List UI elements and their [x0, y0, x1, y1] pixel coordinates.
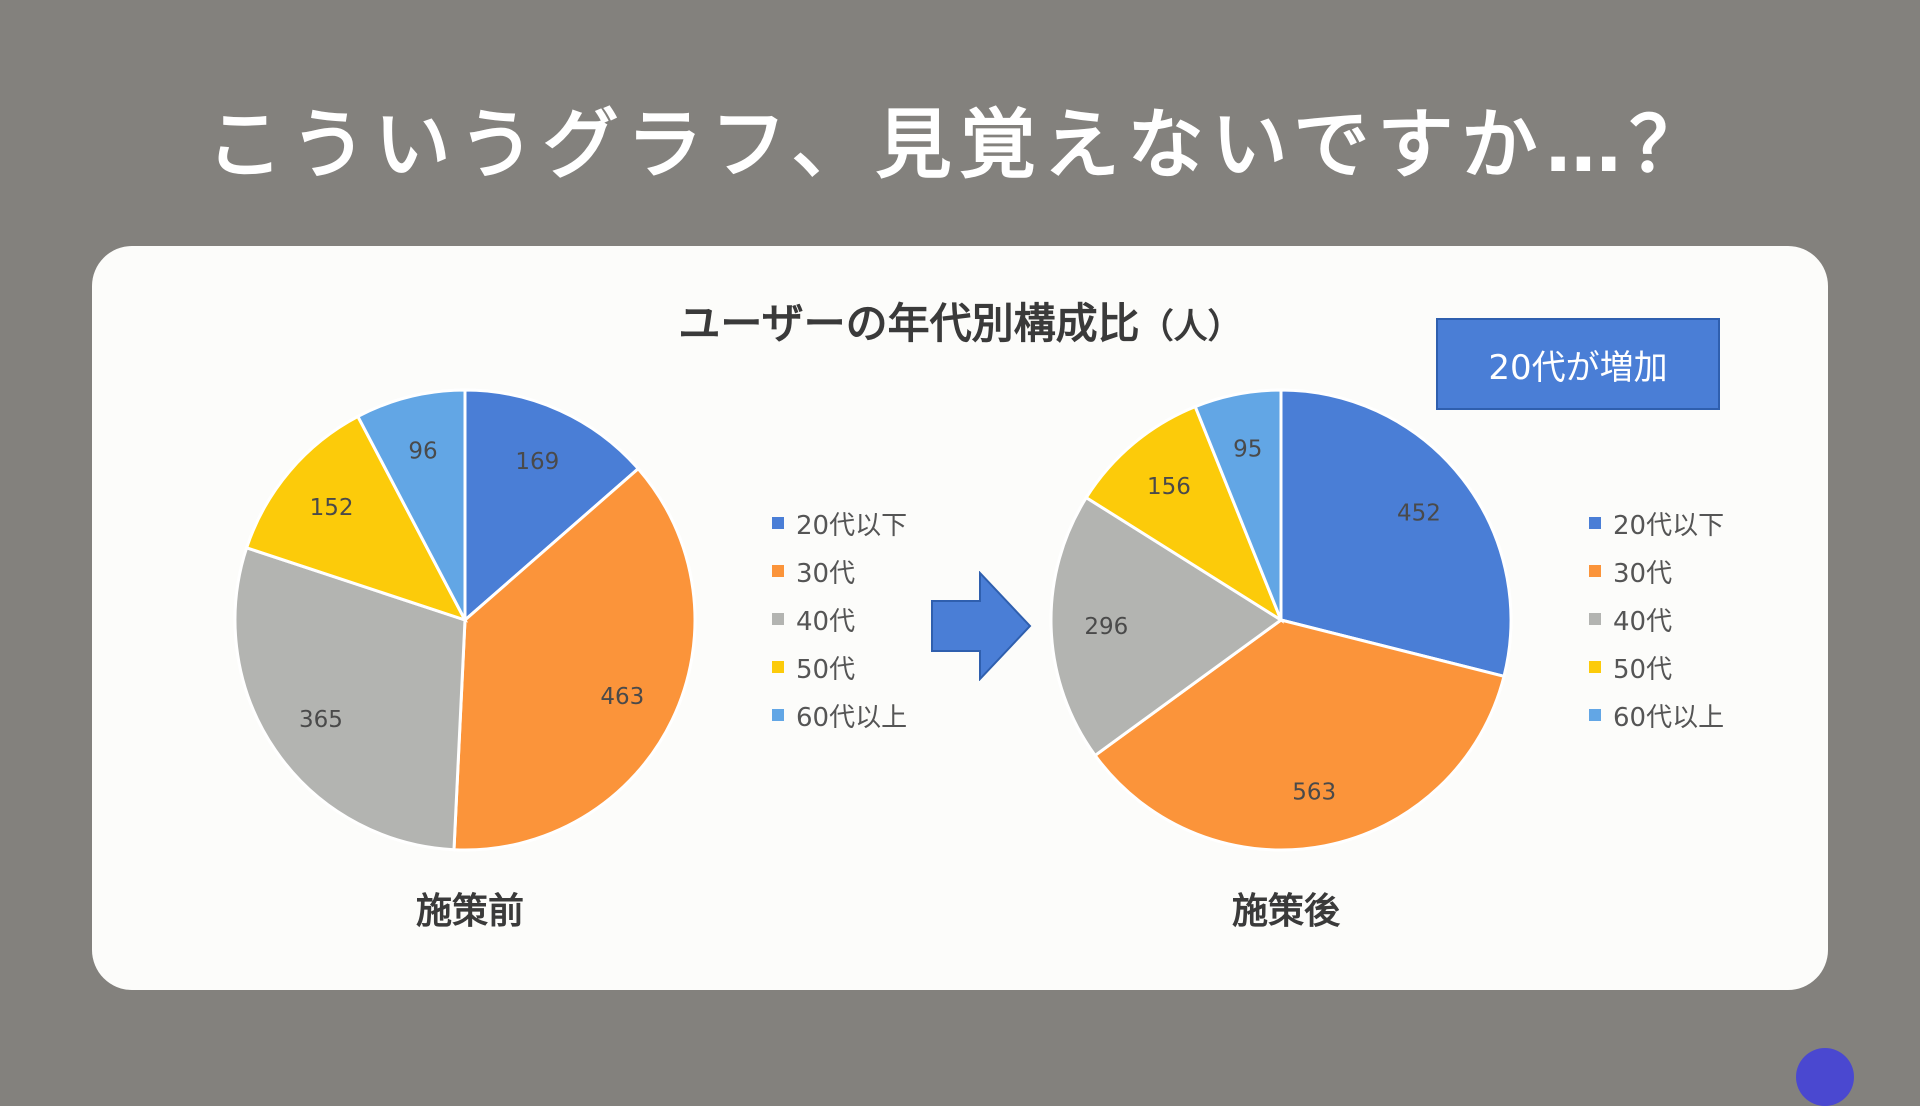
legend-label: 20代以下 — [796, 510, 908, 541]
pie-slice-before-2 — [452, 466, 697, 852]
legend-item: 20代以下 — [1589, 499, 1724, 547]
data-label: 563 — [1292, 780, 1336, 806]
pie-after: 452 563 296 156 95 — [1049, 388, 1513, 852]
legend-item: 30代 — [1589, 547, 1724, 595]
legend-item: 50代 — [772, 643, 907, 691]
chart-title: ユーザーの年代別構成比（人） — [92, 290, 1828, 351]
data-label: 156 — [1147, 474, 1191, 500]
legend-before: 20代以下 30代 40代 50代 60代以上 — [772, 499, 907, 739]
pie-slice-before-5 — [355, 388, 467, 621]
legend-swatch — [772, 565, 784, 577]
pie-slice-after-3 — [1049, 495, 1284, 758]
pie-slice-before-3 — [233, 545, 467, 852]
pie-before: 169 463 365 152 96 — [233, 388, 697, 852]
legend-label: 30代 — [796, 558, 856, 589]
legend-item: 30代 — [772, 547, 907, 595]
legend-item: 40代 — [772, 595, 907, 643]
pie-slice-after-2 — [1092, 618, 1506, 852]
record-indicator-icon — [1796, 1048, 1854, 1106]
legend-label: 20代以下 — [1613, 510, 1725, 541]
data-label: 452 — [1397, 501, 1441, 527]
data-label: 152 — [310, 495, 354, 521]
right-arrow-icon — [931, 571, 1032, 681]
legend-label: 50代 — [796, 654, 856, 685]
legend-swatch — [772, 661, 784, 673]
legend-swatch — [1589, 613, 1601, 625]
legend-swatch — [1589, 709, 1601, 721]
chart-title-unit: （人） — [1139, 307, 1242, 347]
pie-chart-before: 169 463 365 152 96 452 563 296 156 95 — [233, 388, 1513, 852]
data-label: 463 — [600, 684, 644, 710]
legend-item: 50代 — [1589, 643, 1724, 691]
legend-swatch — [772, 709, 784, 721]
legend-swatch — [1589, 517, 1601, 529]
legend-label: 40代 — [1613, 606, 1673, 637]
legend-label: 30代 — [1613, 558, 1673, 589]
legend-swatch — [1589, 565, 1601, 577]
legend-swatch — [772, 613, 784, 625]
pie-slice-before-1 — [463, 388, 641, 624]
pie-slice-before-4 — [244, 414, 469, 623]
legend-label: 60代以上 — [796, 702, 908, 733]
legend-item: 40代 — [1589, 595, 1724, 643]
legend-item: 60代以上 — [1589, 691, 1724, 739]
pie-slice-after-4 — [1084, 404, 1285, 624]
chart-title-main: ユーザーの年代別構成比 — [678, 299, 1140, 348]
legend-label: 60代以上 — [1613, 702, 1725, 733]
data-label: 169 — [515, 449, 559, 475]
legend-swatch — [772, 517, 784, 529]
legend-item: 20代以下 — [772, 499, 907, 547]
pie-slice-after-5 — [1193, 388, 1283, 621]
pie-label-before: 施策前 — [415, 891, 524, 932]
legend-swatch — [1589, 661, 1601, 673]
data-label: 96 — [408, 438, 437, 464]
data-label: 95 — [1233, 436, 1262, 462]
chart-card: ユーザーの年代別構成比（人） 20代が増加 169 463 365 152 96 452 5… — [92, 246, 1828, 990]
slide-title: こういうグラフ、見覚えないですか…？ — [206, 100, 1714, 189]
legend-after: 20代以下 30代 40代 50代 60代以上 — [1589, 499, 1724, 739]
legend-label: 40代 — [796, 606, 856, 637]
data-label: 296 — [1084, 614, 1128, 640]
legend-label: 50代 — [1613, 654, 1673, 685]
pie-slice-after-1 — [1279, 388, 1513, 679]
callout-box: 20代が増加 — [1436, 318, 1720, 410]
legend-item: 60代以上 — [772, 691, 907, 739]
data-label: 365 — [299, 707, 343, 733]
pie-label-after: 施策後 — [1231, 891, 1340, 932]
